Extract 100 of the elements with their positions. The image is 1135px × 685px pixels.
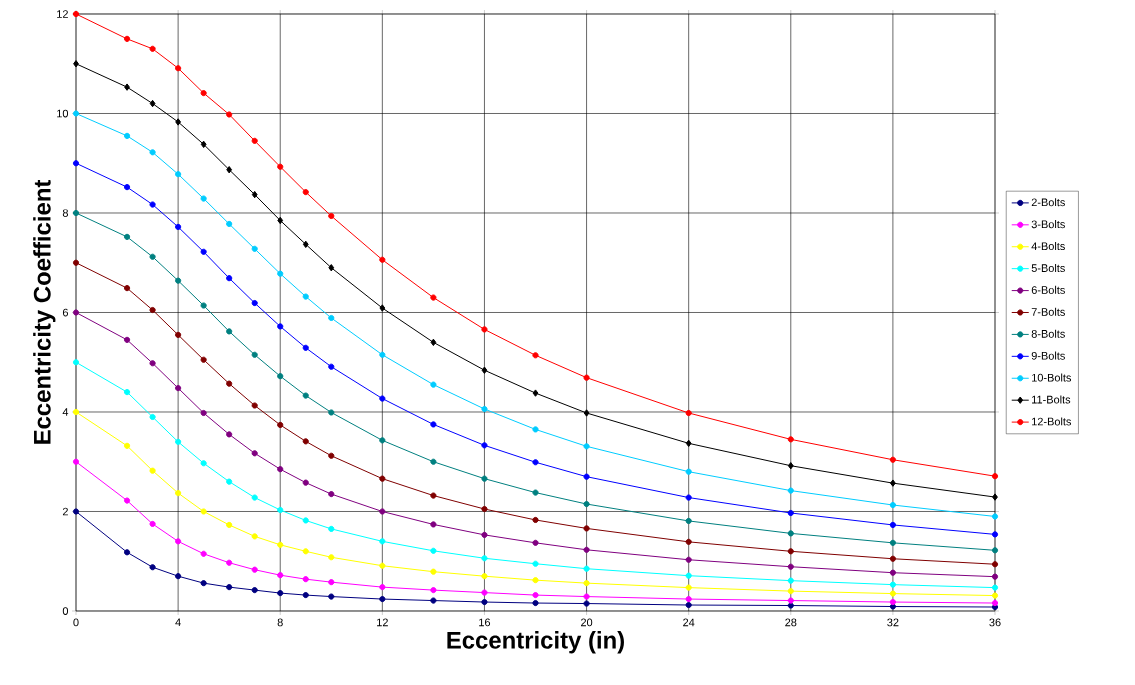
point <box>123 336 131 343</box>
point <box>149 306 156 314</box>
legend-label: 10-Bolts <box>1032 373 1072 382</box>
point <box>889 539 896 546</box>
point <box>481 598 488 606</box>
point <box>787 563 794 570</box>
point <box>72 110 80 117</box>
point <box>328 525 335 532</box>
point <box>226 431 233 438</box>
point <box>123 549 131 556</box>
point <box>430 547 437 554</box>
point <box>277 373 284 380</box>
point <box>430 338 437 347</box>
legend-label: 3-Bolts <box>1031 220 1065 229</box>
point <box>175 118 181 126</box>
point <box>379 475 386 482</box>
point <box>123 132 131 139</box>
point <box>532 489 539 496</box>
x-tick-label: 12 <box>377 618 388 627</box>
point <box>200 409 207 417</box>
point <box>123 184 131 191</box>
point <box>277 421 284 429</box>
point <box>200 90 207 97</box>
point <box>430 492 437 499</box>
point <box>532 516 539 524</box>
y-tick-label: 2 <box>62 507 68 516</box>
point <box>787 436 794 443</box>
point <box>328 264 335 272</box>
point <box>481 405 488 413</box>
point <box>251 494 258 501</box>
point <box>481 475 488 482</box>
point <box>200 508 207 515</box>
point <box>302 438 309 445</box>
point <box>302 479 309 486</box>
point <box>991 599 999 607</box>
point <box>277 590 284 597</box>
point <box>328 593 335 600</box>
point <box>532 352 539 359</box>
point <box>73 60 79 68</box>
point <box>328 452 335 459</box>
y-tick-label: 6 <box>62 308 68 317</box>
point <box>200 356 207 363</box>
point <box>149 564 156 571</box>
point <box>175 538 182 545</box>
point <box>200 580 207 587</box>
point <box>226 559 233 566</box>
point <box>302 591 309 599</box>
point <box>583 565 590 572</box>
point <box>481 531 488 538</box>
point <box>889 598 896 606</box>
point <box>149 99 156 108</box>
point <box>251 587 258 594</box>
point <box>277 541 284 548</box>
point <box>583 500 590 508</box>
point <box>72 508 80 515</box>
legend-label: 9-Bolts <box>1031 351 1065 360</box>
point <box>72 10 80 18</box>
point <box>251 402 258 409</box>
point <box>302 240 309 249</box>
point <box>685 409 692 417</box>
point <box>379 351 386 358</box>
point <box>430 587 437 594</box>
point <box>72 458 80 465</box>
point <box>149 520 156 528</box>
point <box>583 374 590 381</box>
point <box>583 409 590 417</box>
point <box>175 223 182 231</box>
point <box>889 569 896 576</box>
legend-label: 4-Bolts <box>1031 242 1065 251</box>
point <box>302 517 309 524</box>
point <box>685 494 692 501</box>
point <box>583 593 590 600</box>
point <box>251 450 258 457</box>
point <box>787 487 794 494</box>
point <box>277 216 284 225</box>
legend-label: 11-Bolts <box>1032 395 1071 404</box>
point <box>277 270 284 277</box>
point <box>787 577 794 584</box>
point <box>532 560 539 567</box>
point <box>379 562 386 569</box>
point <box>123 389 131 396</box>
point <box>226 521 233 529</box>
x-axis-title: Eccentricity (in) <box>447 631 624 654</box>
y-tick-label: 4 <box>62 408 69 416</box>
point <box>889 590 896 597</box>
point <box>149 413 156 421</box>
point <box>200 195 207 202</box>
point <box>430 521 437 528</box>
point <box>379 538 386 545</box>
point <box>200 248 207 255</box>
point <box>328 212 335 220</box>
point <box>379 304 386 312</box>
point <box>251 351 258 358</box>
legend-label: 2-Bolts <box>1031 198 1065 207</box>
point <box>481 589 488 596</box>
point <box>226 275 233 282</box>
point <box>328 363 335 370</box>
point <box>481 442 488 449</box>
point <box>149 467 156 474</box>
point <box>430 381 437 388</box>
